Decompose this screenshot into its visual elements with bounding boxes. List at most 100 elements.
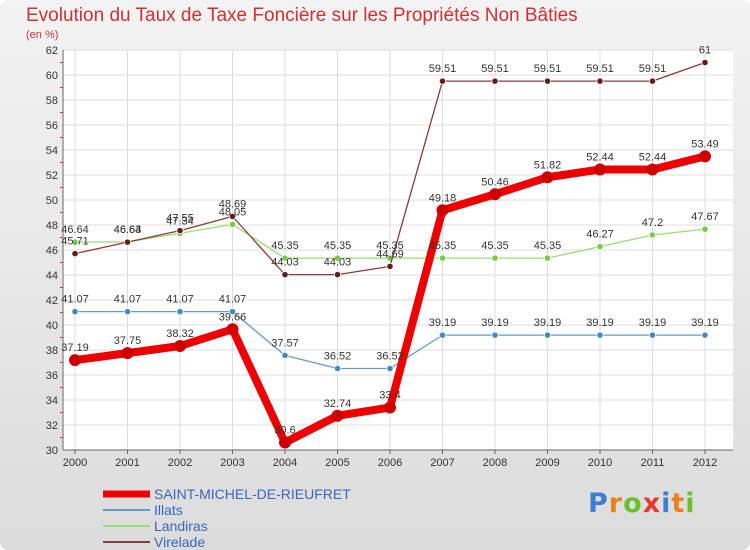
data-point — [594, 163, 606, 176]
data-point — [596, 331, 604, 339]
data-point — [281, 351, 289, 359]
data-point — [333, 254, 342, 262]
y-tick-label: 48 — [46, 220, 58, 232]
data-label: 59.51 — [481, 63, 509, 75]
data-point — [701, 331, 709, 339]
y-tick-label: 46 — [46, 245, 58, 257]
data-point — [174, 340, 186, 352]
data-label: 53.49 — [691, 138, 719, 150]
logo-letter: o — [623, 488, 643, 519]
data-label: 44.03 — [271, 257, 299, 269]
data-label: 37.75 — [114, 335, 142, 347]
data-label: 52.44 — [639, 152, 667, 164]
data-label: 59.51 — [639, 63, 667, 75]
data-point — [71, 308, 79, 316]
logo-letter: i — [661, 488, 672, 519]
data-label: 51.82 — [534, 159, 562, 171]
data-point — [543, 77, 552, 85]
data-point — [228, 308, 237, 316]
data-point — [121, 347, 134, 360]
data-label: 47.2 — [642, 217, 663, 229]
data-point — [701, 225, 709, 233]
data-label: 59.51 — [429, 63, 457, 75]
y-tick-label: 50 — [46, 195, 58, 207]
x-tick-label: 2011 — [641, 457, 665, 469]
y-tick-label: 32 — [46, 420, 58, 432]
data-label: 37.19 — [61, 342, 89, 354]
data-point — [281, 254, 289, 262]
data-point — [648, 231, 657, 239]
data-point — [123, 308, 132, 316]
x-tick-label: 2003 — [220, 457, 244, 469]
data-label: 46.64 — [114, 224, 142, 236]
x-tick-label: 2002 — [168, 457, 192, 469]
data-point — [228, 212, 237, 220]
x-tick-label: 2004 — [273, 457, 297, 469]
y-tick-label: 56 — [46, 120, 58, 132]
logo-letter: t — [671, 488, 686, 519]
y-tick-label: 58 — [46, 95, 58, 107]
legend-label: Illats — [154, 502, 183, 518]
y-tick-label: 62 — [46, 45, 58, 57]
data-labels: 37.19 37.75 38.32 39.66 30.6 32.74 33.4 49.18 50… — [61, 45, 719, 437]
data-point — [228, 220, 237, 228]
data-label: 45.35 — [376, 240, 404, 252]
data-label: 46.63 — [114, 224, 142, 236]
data-point — [333, 364, 342, 373]
data-point — [648, 331, 657, 339]
data-point — [701, 58, 709, 67]
data-point — [384, 401, 396, 414]
data-label: 48.69 — [219, 198, 247, 210]
data-label: 39.19 — [586, 317, 614, 329]
data-point — [226, 323, 239, 336]
y-tick-label: 54 — [46, 145, 58, 157]
chart-title: Evolution du Taux de Taxe Foncière sur l… — [26, 5, 578, 26]
gridlines — [63, 49, 733, 451]
data-point — [699, 150, 711, 163]
logo-letter: P — [588, 488, 609, 519]
x-tick-label: 2000 — [63, 457, 87, 469]
data-label: 39.19 — [534, 317, 562, 329]
y-tick-label: 42 — [46, 295, 58, 307]
data-label: 47.67 — [691, 211, 719, 223]
data-point — [386, 364, 394, 373]
x-tick-label: 2007 — [430, 457, 454, 469]
data-point — [69, 354, 81, 367]
data-point — [71, 250, 79, 258]
data-point — [176, 227, 184, 235]
data-point — [281, 271, 289, 279]
legend-label: Landiras — [154, 518, 208, 534]
x-tick-label: 2009 — [535, 457, 559, 469]
proxiti-logo: Proxiti — [588, 488, 696, 519]
y-tick-label: 40 — [46, 320, 58, 332]
x-tick-label: 2008 — [483, 457, 507, 469]
series-layer — [69, 58, 711, 449]
data-label: 39.19 — [691, 317, 719, 329]
y-tick-label: 34 — [46, 395, 58, 407]
x-tick-label: 2001 — [115, 457, 139, 469]
data-point — [543, 254, 552, 262]
data-label: 46.27 — [586, 229, 614, 241]
data-point — [491, 331, 499, 339]
data-label: 36.52 — [324, 351, 352, 363]
data-label: 59.51 — [586, 63, 614, 75]
data-point — [436, 204, 449, 217]
data-label: 39.19 — [639, 317, 667, 329]
data-point — [71, 238, 79, 246]
legend: SAINT-MICHEL-DE-RIEUFRETIllatsLandirasVi… — [103, 486, 351, 550]
data-label: 45.71 — [61, 236, 89, 248]
data-label: 38.32 — [166, 328, 194, 340]
data-point — [596, 243, 604, 251]
x-tick-label: 2005 — [325, 457, 349, 469]
data-point — [438, 331, 447, 339]
unit-label: (en %) — [26, 29, 59, 41]
data-label: 41.07 — [114, 294, 142, 306]
data-label: 33.4 — [379, 390, 400, 402]
data-point — [648, 77, 657, 85]
data-point — [331, 409, 344, 422]
data-label: 52.44 — [586, 152, 614, 164]
data-label: 45.35 — [271, 240, 299, 252]
data-point — [541, 171, 554, 184]
data-label: 30.6 — [274, 425, 295, 437]
